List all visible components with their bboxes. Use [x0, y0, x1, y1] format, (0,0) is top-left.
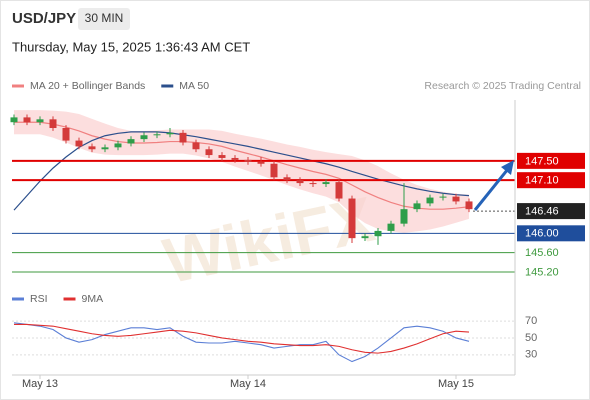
source: Research © 2025 Trading Central	[424, 80, 581, 92]
legend-label: 9MA	[82, 293, 104, 305]
candle-body	[36, 119, 44, 123]
candle-body	[192, 142, 200, 150]
candle-body	[205, 149, 213, 156]
candle-body	[270, 163, 278, 178]
level-box	[517, 225, 585, 242]
candle-body	[140, 135, 148, 140]
candle-body	[101, 147, 109, 150]
candle-body	[296, 180, 304, 184]
candle-body	[322, 182, 330, 185]
symbol: USD/JPY	[12, 10, 76, 27]
candle-body	[452, 196, 460, 202]
ma-line	[14, 121, 470, 210]
candle-body	[309, 183, 317, 185]
level-box	[517, 152, 585, 169]
level-label: 147.10	[525, 175, 559, 187]
candle-body	[361, 236, 369, 239]
candle-body	[283, 177, 291, 181]
candle-body	[88, 146, 96, 150]
legend-label: RSI	[30, 293, 48, 305]
candle-body	[218, 155, 226, 158]
y-tick-label: 70	[525, 315, 537, 327]
subtitle: Thursday, May 15, 2025 1:36:43 AM CET	[12, 39, 250, 54]
candle-body	[49, 119, 57, 129]
candle-body	[348, 198, 356, 239]
forecast-arrow	[473, 168, 510, 211]
candle-body	[244, 159, 252, 162]
legend-label: MA 20 + Bollinger Bands	[30, 80, 145, 92]
candle-body	[10, 117, 18, 123]
level-label: 146.00	[525, 228, 559, 240]
candle-body	[465, 201, 473, 210]
x-tick-label: May 15	[438, 378, 474, 390]
candle-body	[426, 197, 434, 204]
candle-body	[75, 140, 83, 147]
timeframe: 30 MIN	[85, 11, 124, 25]
candle-body	[400, 209, 408, 224]
candle-body	[257, 161, 265, 164]
x-tick-label: May 14	[230, 378, 266, 390]
rsi-line	[13, 322, 470, 363]
candle-body	[374, 230, 382, 237]
candle-body	[439, 196, 447, 198]
ma-line	[13, 131, 470, 211]
candle-body	[23, 117, 31, 123]
candle-body	[127, 139, 135, 144]
level-box	[517, 172, 585, 189]
candle-body	[166, 132, 174, 135]
rsi-line	[14, 323, 470, 354]
level-label: 145.20	[525, 266, 559, 278]
y-tick-label: 50	[525, 332, 537, 344]
level-label: 147.50	[525, 155, 559, 167]
candle-body	[413, 203, 421, 210]
legend-label: MA 50	[179, 80, 209, 92]
candle-body	[153, 134, 161, 136]
candle-body	[387, 223, 395, 231]
last-price-box	[517, 203, 585, 220]
candle-body	[179, 132, 187, 143]
timeframe-box	[78, 8, 130, 30]
x-tick-label: May 13	[22, 378, 58, 390]
y-tick-label: 30	[525, 349, 537, 361]
candle-body	[335, 182, 343, 199]
candle-body	[231, 157, 239, 160]
level-label: 145.60	[525, 247, 559, 259]
candle-body	[114, 143, 122, 148]
arrow-head	[501, 160, 514, 175]
last-price-label: 146.46	[525, 206, 559, 218]
candle-body	[62, 128, 70, 141]
